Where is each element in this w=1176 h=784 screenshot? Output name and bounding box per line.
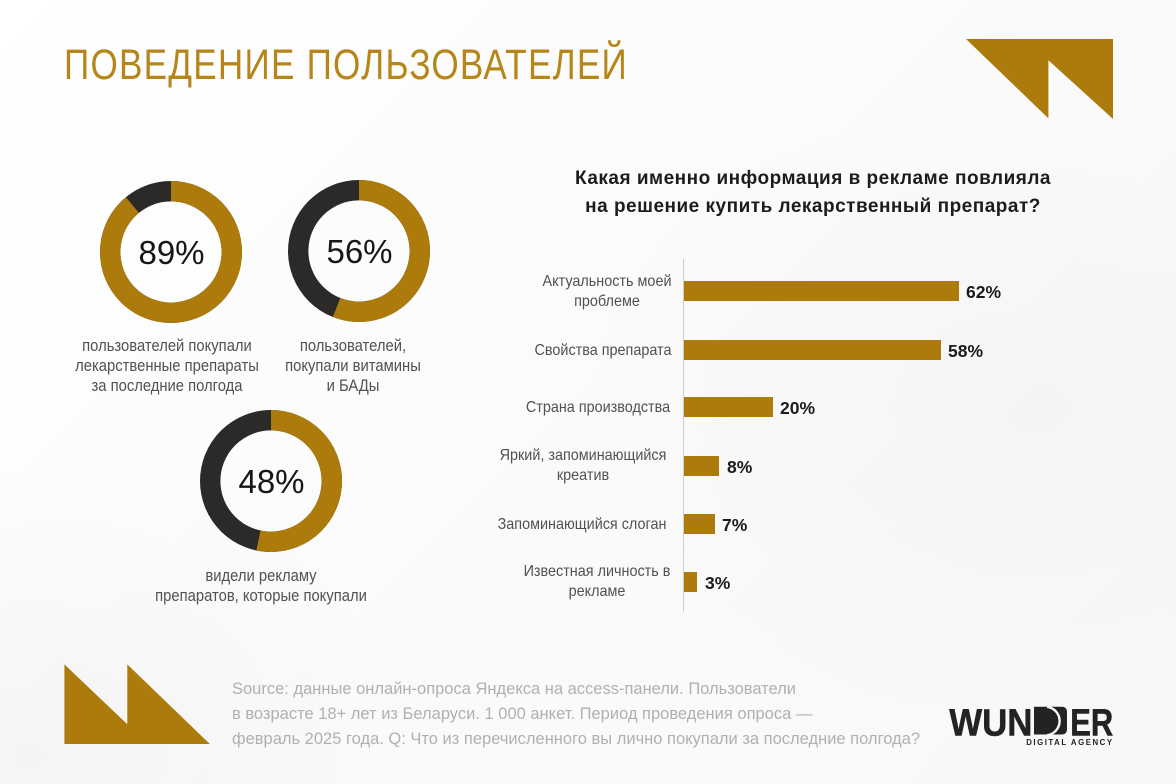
svg-text:WUN: WUN [949,701,1032,744]
svg-text:DIGITAL AGENCY: DIGITAL AGENCY [1026,738,1113,747]
svg-text:ER: ER [1070,701,1113,744]
